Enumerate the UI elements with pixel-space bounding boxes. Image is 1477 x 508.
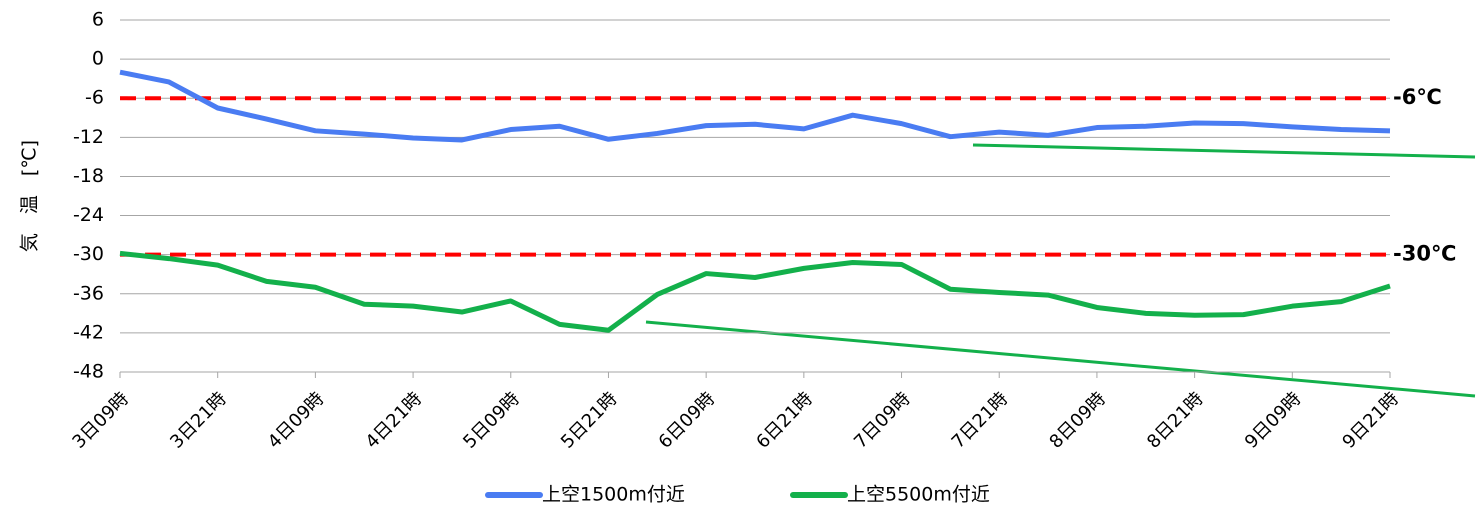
x-tick-label: 8日21時	[1143, 388, 1208, 453]
y-tick-label: -48	[73, 361, 104, 383]
x-tick-label: 3日09時	[68, 388, 133, 453]
x-tick-label: 4日09時	[264, 388, 329, 453]
y-tick-label: -36	[73, 282, 104, 304]
x-tick-label: 6日21時	[752, 388, 817, 453]
reference-label: -30℃	[1393, 242, 1456, 266]
x-tick-label: 7日09時	[850, 388, 915, 453]
x-tick-label: 5日21時	[557, 388, 622, 453]
legend-label: 上空5500m付近	[847, 484, 990, 506]
x-tick-label: 8日09時	[1045, 388, 1110, 453]
y-axis-label: 気 温 [℃]	[19, 140, 41, 252]
trend-annotation	[645, 320, 1476, 398]
reference-label: -6℃	[1393, 85, 1442, 109]
x-tick-label: 7日21時	[948, 388, 1013, 453]
x-tick-label: 4日21時	[362, 388, 427, 453]
trend-annotation	[972, 143, 1476, 159]
x-tick-label: 5日09時	[459, 388, 524, 453]
x-tick-label: 9日09時	[1241, 388, 1306, 453]
y-tick-label: -12	[73, 126, 104, 148]
y-tick-label: -24	[73, 204, 104, 226]
y-tick-label: -30	[73, 243, 104, 265]
y-tick-label: 6	[92, 9, 104, 31]
series-line	[119, 69, 1391, 143]
x-tick-label: 9日21時	[1338, 388, 1403, 453]
x-tick-label: 3日21時	[166, 388, 231, 453]
y-tick-label: -6	[85, 87, 104, 109]
x-tick-label: 6日09時	[655, 388, 720, 453]
y-tick-label: -42	[73, 321, 104, 343]
y-tick-label: -18	[73, 165, 104, 187]
series-line	[119, 250, 1391, 333]
y-tick-label: 0	[92, 48, 104, 70]
legend-label: 上空1500m付近	[542, 484, 685, 506]
